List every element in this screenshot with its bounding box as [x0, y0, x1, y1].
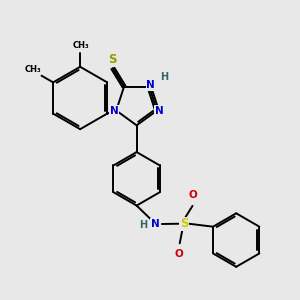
Text: O: O [175, 249, 184, 259]
Text: S: S [108, 53, 116, 66]
Text: CH₃: CH₃ [24, 65, 41, 74]
Text: N: N [110, 106, 118, 116]
Text: H: H [160, 72, 168, 82]
Text: CH₃: CH₃ [72, 40, 89, 50]
Text: N: N [155, 106, 164, 116]
Text: N: N [151, 219, 160, 229]
Text: S: S [180, 217, 188, 230]
Text: N: N [146, 80, 155, 90]
Text: H: H [140, 220, 148, 230]
Text: O: O [189, 190, 197, 200]
